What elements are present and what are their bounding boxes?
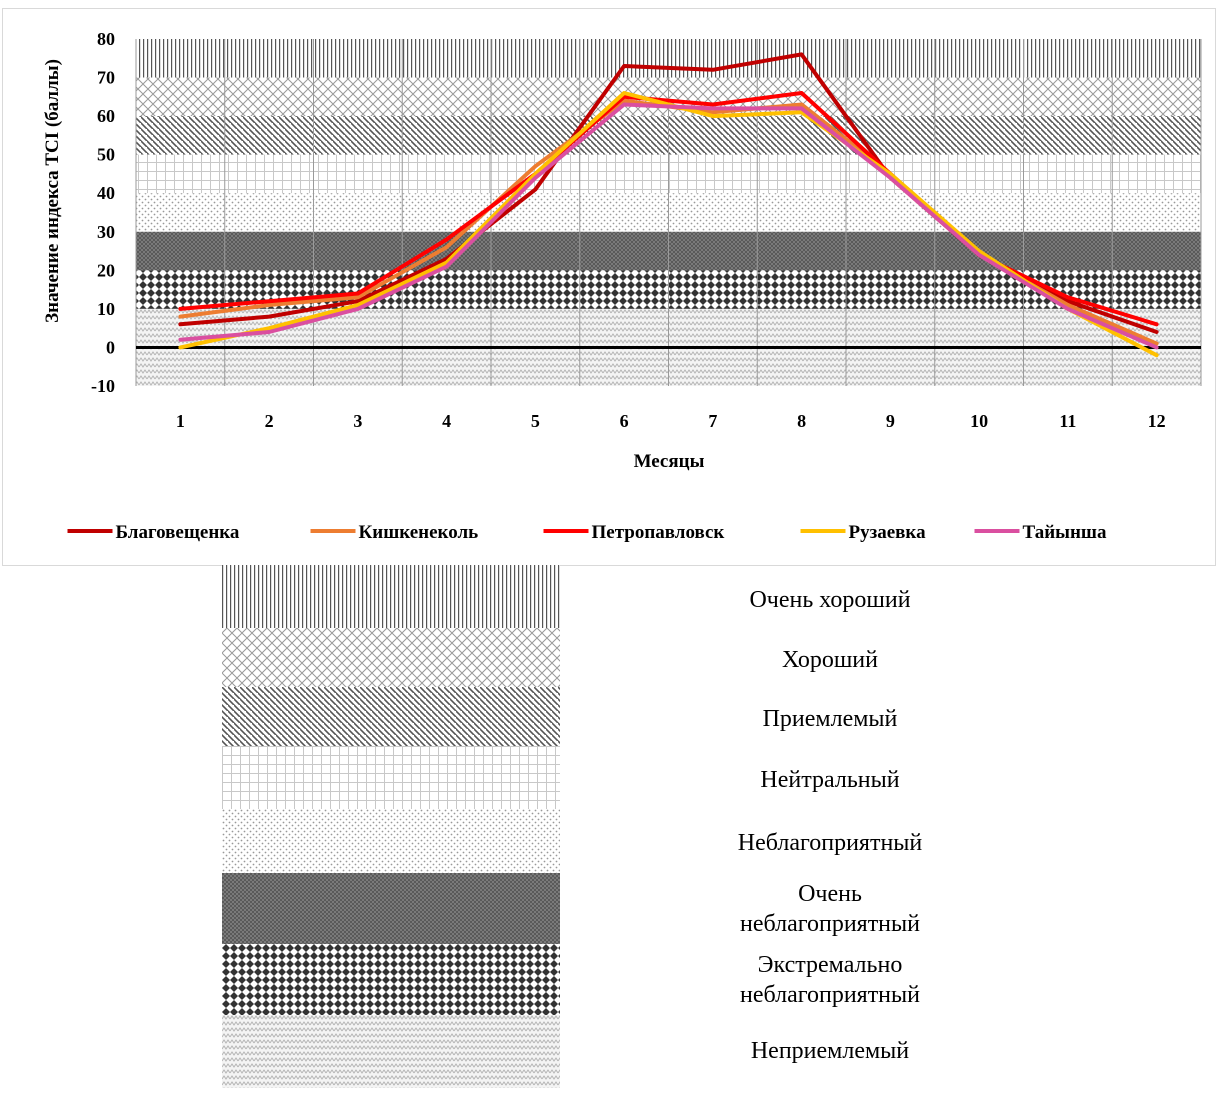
zone-label: Приемлемый	[762, 706, 898, 732]
x-tick-label: 7	[708, 411, 717, 431]
x-tick-label: 12	[1148, 411, 1166, 431]
zone-label: Неприемлемый	[750, 1038, 910, 1064]
y-tick-label: 10	[97, 299, 115, 319]
x-tick-label: 6	[620, 411, 629, 431]
y-tick-label: 70	[97, 68, 115, 88]
zone-label: Экстремально неблагоприятный	[739, 952, 920, 1008]
y-tick-label: 40	[97, 183, 115, 203]
y-tick-label: 80	[97, 29, 115, 49]
legend: Благовещенка Кишкенеколь Петропавловск Руза…	[67, 522, 1107, 543]
y-tick-label: 50	[97, 145, 115, 165]
zone-swatch	[222, 746, 560, 809]
zone-label: Неблагоприятный	[737, 830, 923, 856]
zone-swatch	[222, 1015, 560, 1088]
y-tick-label: -10	[91, 376, 115, 396]
y-tick-label: 30	[97, 222, 115, 242]
zone-swatch	[222, 628, 560, 687]
y-tick-label: 20	[97, 260, 115, 280]
zone-key-row: Экстремально неблагоприятный	[0, 944, 1222, 1015]
chart-frame: -10 0 10 20 30 40 50 60 70 80 1 2 3 4 5 6 7 8 9 10 11 12 Зна…	[2, 8, 1216, 566]
zone-label: Хороший	[782, 647, 878, 673]
zone-label: Нейтральный	[760, 767, 900, 793]
x-tick-label: 10	[970, 411, 988, 431]
zone-key-row: Очень неблагоприятный	[0, 873, 1222, 944]
zone-key-row: Приемлемый	[0, 687, 1222, 746]
x-tick-label: 9	[886, 411, 895, 431]
y-tick-label: 0	[106, 337, 115, 357]
legend-label: Тайынша	[1023, 522, 1107, 543]
x-axis-label: Месяцы	[634, 451, 705, 472]
zone-key-row: Неприемлемый	[0, 1015, 1222, 1088]
zone-key-row: Очень хороший	[0, 565, 1222, 628]
x-tick-label: 4	[442, 411, 451, 431]
zone-key-row: Нейтральный	[0, 746, 1222, 809]
y-axis-label: Значение индекса TCI (баллы)	[42, 59, 63, 323]
zone-swatch	[222, 944, 560, 1015]
zone-label: Очень неблагоприятный	[739, 881, 920, 937]
y-tick-label: 60	[97, 106, 115, 126]
legend-label: Кишкенеколь	[359, 522, 479, 543]
zone-swatch	[222, 873, 560, 944]
zone-key: Очень хороший Хороший Приемлемый Нейтральны…	[0, 565, 1222, 1088]
zone-key-row: Хороший	[0, 628, 1222, 687]
zone-label: Очень хороший	[749, 587, 911, 613]
x-tick-label: 2	[265, 411, 274, 431]
legend-label: Рузаевка	[849, 522, 927, 543]
zone-key-row: Неблагоприятный	[0, 809, 1222, 873]
legend-label: Благовещенка	[116, 522, 240, 543]
x-tick-label: 5	[531, 411, 540, 431]
legend-label: Петропавловск	[592, 522, 725, 543]
zone-swatch	[222, 809, 560, 873]
zone-swatch	[222, 687, 560, 746]
x-tick-label: 3	[353, 411, 362, 431]
x-tick-label: 1	[176, 411, 185, 431]
x-tick-label: 11	[1059, 411, 1076, 431]
zone-swatch	[222, 565, 560, 628]
x-tick-label: 8	[797, 411, 806, 431]
series-line-4	[178, 102, 1159, 350]
